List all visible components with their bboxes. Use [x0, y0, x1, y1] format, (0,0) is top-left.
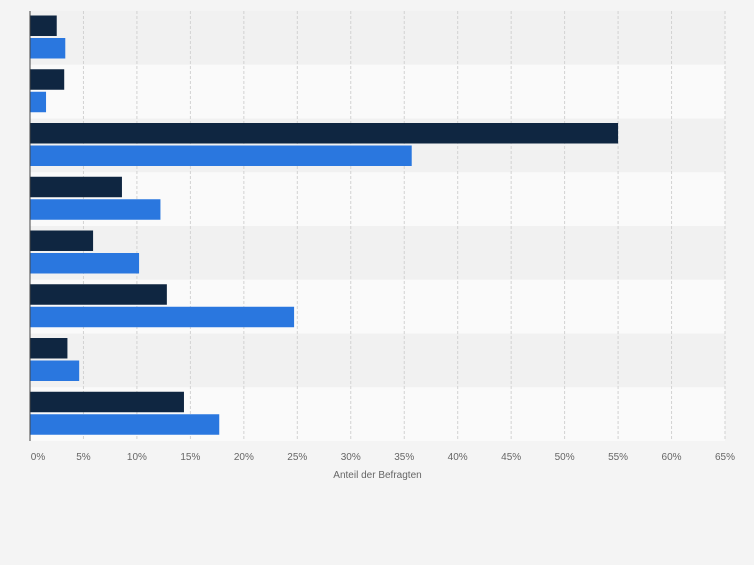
x-tick-label: 65% — [715, 452, 735, 463]
x-tick-label: 45% — [501, 452, 521, 463]
bar-series-1[interactable] — [30, 69, 65, 90]
grid-lines — [82, 11, 726, 441]
category-band — [30, 333, 725, 388]
bar-series-2[interactable] — [30, 91, 47, 113]
category-bands — [30, 11, 725, 441]
x-tick-label: 10% — [127, 452, 147, 463]
x-axis-tick-labels: 0% 5% 10% 15% 20% 25% 30% 35% 40% 45% 50% 55% 60% 65% — [31, 452, 735, 463]
bar-series-1[interactable] — [30, 15, 57, 37]
bars-group — [30, 15, 619, 435]
bar-series-1[interactable] — [30, 123, 619, 144]
bar-series-1[interactable] — [30, 176, 122, 198]
bar-series-2[interactable] — [30, 199, 161, 220]
bar-series-2[interactable] — [30, 38, 66, 59]
category-band — [30, 11, 725, 65]
x-tick-label: 15% — [180, 452, 200, 463]
category-band — [30, 226, 725, 280]
x-tick-label: 20% — [234, 452, 254, 463]
bar-series-2[interactable] — [30, 360, 80, 382]
bar-series-2[interactable] — [30, 145, 412, 167]
bar-series-2[interactable] — [30, 253, 140, 274]
x-tick-label: 50% — [555, 452, 575, 463]
x-tick-label: 0% — [31, 452, 46, 463]
x-tick-label: 30% — [341, 452, 361, 463]
x-axis-label: Anteil der Befragten — [333, 470, 421, 481]
bar-series-1[interactable] — [30, 338, 68, 359]
x-tick-label: 40% — [448, 452, 468, 463]
x-tick-label: 60% — [662, 452, 682, 463]
bar-series-1[interactable] — [30, 284, 167, 305]
x-tick-label: 25% — [287, 452, 307, 463]
bar-series-1[interactable] — [30, 391, 184, 413]
bar-series-2[interactable] — [30, 306, 295, 328]
bar-series-1[interactable] — [30, 230, 94, 252]
x-tick-label: 35% — [394, 452, 414, 463]
category-band — [30, 64, 725, 119]
bar-series-2[interactable] — [30, 414, 220, 435]
x-tick-label: 55% — [608, 452, 628, 463]
x-tick-label: 5% — [76, 452, 91, 463]
